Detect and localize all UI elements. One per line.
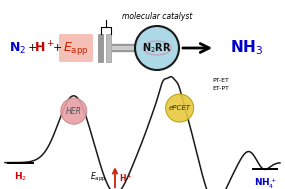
Text: NH$_4^+$: NH$_4^+$ <box>253 177 276 189</box>
Text: molecular catalyst: molecular catalyst <box>122 12 192 21</box>
Circle shape <box>166 94 194 122</box>
Text: ePCET: ePCET <box>169 105 191 111</box>
Text: $\it{E}_{\mathregular{app}}$: $\it{E}_{\mathregular{app}}$ <box>90 171 107 184</box>
Text: HER: HER <box>66 107 82 116</box>
Text: ET-PT: ET-PT <box>213 86 229 91</box>
Circle shape <box>135 26 179 70</box>
Circle shape <box>61 98 87 124</box>
FancyBboxPatch shape <box>59 34 93 62</box>
Text: H$^+$: H$^+$ <box>119 172 133 184</box>
Text: H$_2$: H$_2$ <box>14 170 27 183</box>
Text: +: + <box>52 43 62 53</box>
Text: H$^+$: H$^+$ <box>34 40 54 56</box>
Bar <box>98 34 103 62</box>
Text: $\it{E}_{\mathregular{app}}$: $\it{E}_{\mathregular{app}}$ <box>63 40 89 57</box>
Bar <box>106 34 111 62</box>
Text: PT-ET: PT-ET <box>213 78 229 83</box>
Text: +: + <box>27 43 37 53</box>
Text: N$_2$: N$_2$ <box>9 40 27 56</box>
Text: N$_2$RR: N$_2$RR <box>142 41 172 55</box>
Text: NH$_3$: NH$_3$ <box>230 39 264 57</box>
